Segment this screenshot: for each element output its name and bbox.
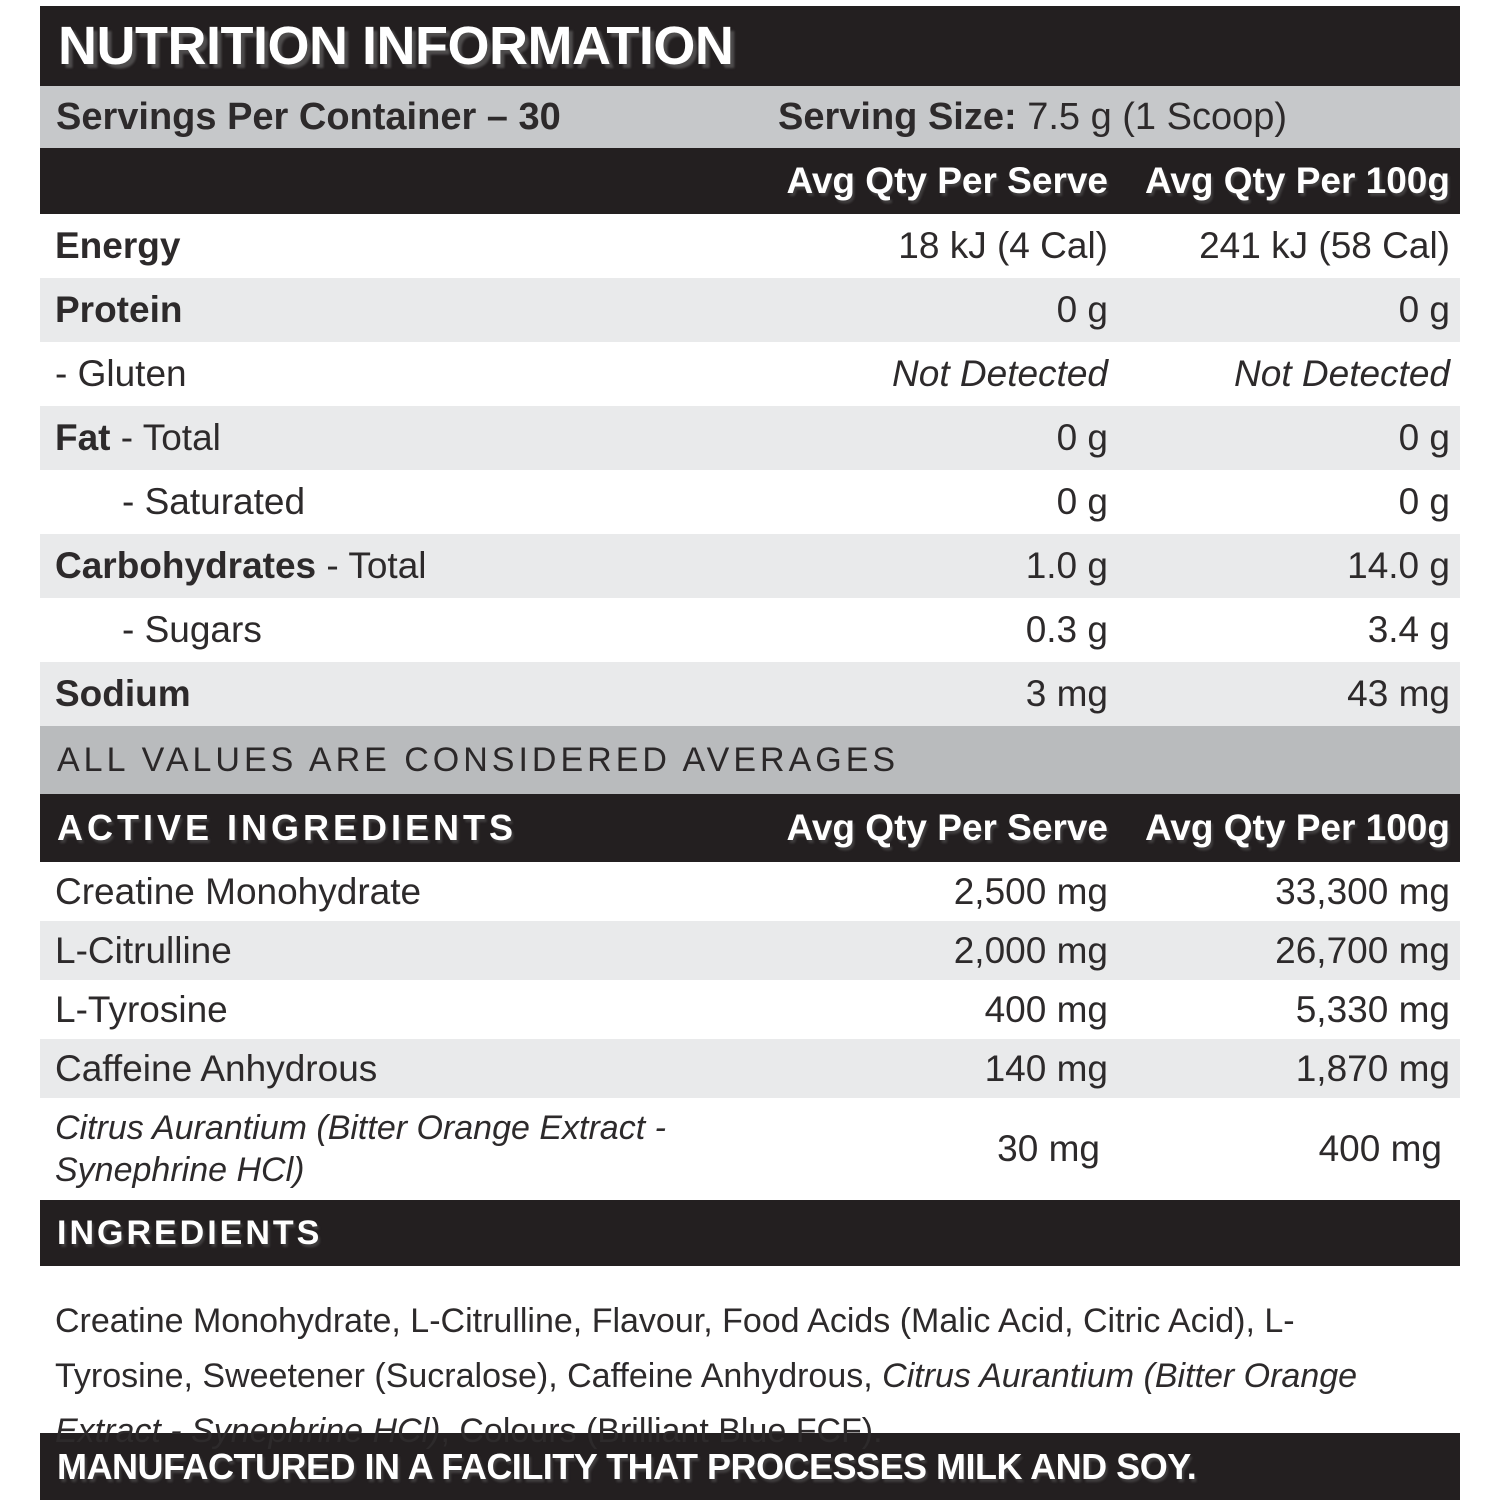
serve-value: 0 g [1056, 289, 1108, 330]
col-header-serve: Avg Qty Per Serve [786, 807, 1108, 848]
row-label: Citrus Aurantium (Bitter Orange Extract … [55, 1109, 666, 1189]
row-label: Carbohydrates - Total [40, 545, 688, 587]
footer-text: MANUFACTURED IN A FACILITY THAT PROCESSE… [57, 1445, 1197, 1487]
per-100g-value: 26,700 mg [1275, 929, 1450, 971]
servings-per-container: Servings Per Container – 30 [56, 95, 561, 138]
per-100g-value: 1,870 mg [1295, 1047, 1450, 1089]
title-bar: NUTRITION INFORMATION [40, 6, 1460, 86]
page-title: NUTRITION INFORMATION [58, 16, 734, 76]
serve-value: 0 g [1056, 481, 1108, 522]
serve-value: 3 mg [1025, 673, 1108, 714]
serving-info-bar: Servings Per Container – 30 Serving Size… [40, 86, 1460, 148]
table-row-sugars: - Sugars 0.3 g 3.4 g [40, 598, 1460, 662]
table-row-fat-total: Fat - Total 0 g 0 g [40, 406, 1460, 470]
table-row-citrus-aurantium: Citrus Aurantium (Bitter Orange Extract … [40, 1098, 1460, 1200]
row-label: Energy [40, 225, 688, 267]
serving-size-label: Serving Size: [778, 95, 1017, 138]
row-label: Sodium [40, 673, 688, 715]
col-header-100g: Avg Qty Per 100g [1144, 160, 1450, 201]
row-label: Protein [40, 289, 688, 331]
per-100g-value: 241 kJ (58 Cal) [1199, 225, 1450, 266]
row-label: - Saturated [40, 481, 688, 523]
ingredients-text: Creatine Monohydrate, L-Citrulline, Flav… [55, 1302, 1295, 1395]
row-label: - Gluten [40, 353, 688, 395]
active-ingredients-bar: ACTIVE INGREDIENTS Avg Qty Per Serve Avg… [40, 794, 1460, 862]
per-100g-value: 43 mg [1347, 673, 1450, 714]
note-bar: ALL VALUES ARE CONSIDERED AVERAGES [40, 726, 1460, 794]
table-row-citrulline: L-Citrulline 2,000 mg 26,700 mg [40, 921, 1460, 980]
ingredients-text-italic: Citrus Aurantium (Bitter Orange Extract … [55, 1357, 1358, 1450]
table-row-tyrosine: L-Tyrosine 400 mg 5,330 mg [40, 980, 1460, 1039]
serve-value: 400 mg [984, 988, 1108, 1030]
row-label-rest: - Total [110, 417, 221, 458]
table-row-caffeine: Caffeine Anhydrous 140 mg 1,870 mg [40, 1039, 1460, 1098]
table-row-gluten: - Gluten Not Detected Not Detected [40, 342, 1460, 406]
row-label: Fat - Total [40, 417, 688, 459]
table-row-saturated: - Saturated 0 g 0 g [40, 470, 1460, 534]
serve-value: 0 g [1056, 417, 1108, 458]
nutrition-table: Energy 18 kJ (4 Cal) 241 kJ (58 Cal) Pro… [40, 214, 1460, 726]
column-header-bar: Avg Qty Per Serve Avg Qty Per 100g [40, 148, 1460, 214]
serve-value: 1.0 g [1025, 545, 1108, 586]
row-label-rest: - Gluten [55, 353, 187, 394]
ingredients-title: INGREDIENTS [57, 1213, 323, 1252]
serving-size-value: 7.5 g (1 Scoop) [1016, 95, 1288, 138]
row-label-bold: Fat [55, 417, 111, 458]
per-100g-value: Not Detected [1234, 353, 1450, 394]
row-label-bold: Carbohydrates [55, 545, 317, 586]
serve-value: 18 kJ (4 Cal) [898, 225, 1108, 266]
ingredients-text-after: , Colours (Brilliant Blue FCF). [440, 1412, 883, 1450]
ingredients-paragraph: Creatine Monohydrate, L-Citrulline, Flav… [40, 1266, 1460, 1450]
row-label-rest: - Saturated [122, 481, 306, 522]
table-row-carbohydrates: Carbohydrates - Total 1.0 g 14.0 g [40, 534, 1460, 598]
row-label-bold: Energy [55, 225, 181, 266]
row-label: L-Tyrosine [55, 988, 228, 1030]
table-row-sodium: Sodium 3 mg 43 mg [40, 662, 1460, 726]
active-ingredients-table: Creatine Monohydrate 2,500 mg 33,300 mg … [40, 862, 1460, 1200]
per-100g-value: 0 g [1398, 289, 1450, 330]
table-row-energy: Energy 18 kJ (4 Cal) 241 kJ (58 Cal) [40, 214, 1460, 278]
serve-value: 0.3 g [1025, 609, 1108, 650]
table-row-protein: Protein 0 g 0 g [40, 278, 1460, 342]
ingredients-bar: INGREDIENTS [40, 1200, 1460, 1266]
col-header-serve: Avg Qty Per Serve [786, 160, 1108, 201]
table-row-creatine: Creatine Monohydrate 2,500 mg 33,300 mg [40, 862, 1460, 921]
nutrition-label: NUTRITION INFORMATION Servings Per Conta… [40, 6, 1460, 1500]
serving-size: Serving Size: 7.5 g (1 Scoop) [778, 96, 1287, 139]
row-label: Creatine Monohydrate [55, 870, 422, 912]
serve-value: 30 mg [997, 1128, 1100, 1169]
serve-value: Not Detected [892, 353, 1108, 394]
note-text: ALL VALUES ARE CONSIDERED AVERAGES [57, 740, 900, 779]
row-label-rest: - Sugars [122, 609, 262, 650]
per-100g-value: 14.0 g [1347, 545, 1450, 586]
serve-value: 140 mg [984, 1047, 1108, 1089]
footer-bar: MANUFACTURED IN A FACILITY THAT PROCESSE… [40, 1433, 1460, 1500]
col-header-100g: Avg Qty Per 100g [1144, 807, 1450, 848]
per-100g-value: 5,330 mg [1295, 988, 1450, 1030]
per-100g-value: 400 mg [1318, 1128, 1442, 1169]
row-label-rest: - Total [316, 545, 427, 586]
row-label-bold: Sodium [55, 673, 191, 714]
per-100g-value: 3.4 g [1367, 609, 1450, 650]
row-label: L-Citrulline [55, 929, 232, 971]
row-label: - Sugars [40, 609, 688, 651]
serve-value: 2,500 mg [953, 870, 1108, 912]
per-100g-value: 33,300 mg [1275, 870, 1450, 912]
serve-value: 2,000 mg [953, 929, 1108, 971]
active-ingredients-title: ACTIVE INGREDIENTS [57, 807, 518, 848]
row-label: Caffeine Anhydrous [55, 1047, 378, 1089]
per-100g-value: 0 g [1398, 417, 1450, 458]
row-label-bold: Protein [55, 289, 183, 330]
per-100g-value: 0 g [1398, 481, 1450, 522]
